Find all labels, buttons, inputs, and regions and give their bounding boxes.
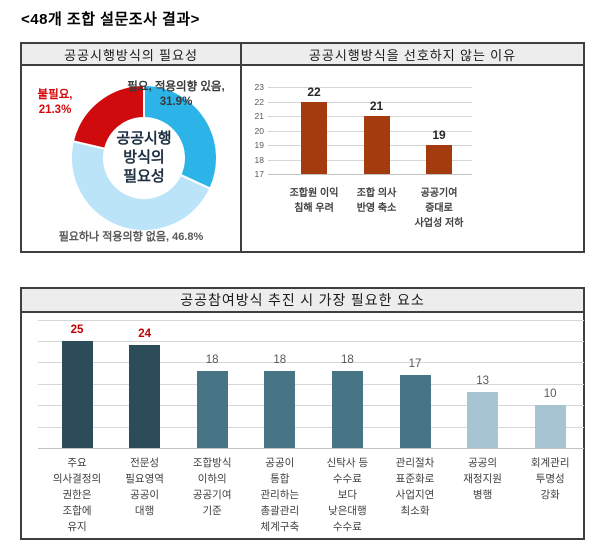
bar-value-label: 25 — [70, 324, 84, 336]
bar-value-label: 17 — [408, 358, 422, 371]
x-axis-category-label: 조합방식 이하의 공공기여 기준 — [192, 457, 232, 517]
pie-label-unneeded: 불필요, 21.3% — [37, 89, 73, 116]
bar-value-label: 13 — [476, 375, 489, 388]
y-axis-tick-label: 19 — [254, 140, 264, 150]
bar-7 — [534, 405, 566, 448]
bar-value-label: 18 — [340, 354, 354, 366]
page-title: <48개 조합 설문조사 결과> — [21, 11, 200, 28]
x-axis-category-label: 회계관리 투명성 강화 — [530, 457, 570, 501]
gridline — [38, 383, 584, 385]
x-axis-category-label: 공공기여 증대로 사업성 저하 — [414, 188, 464, 229]
elements-bar-chart: 25 주요 의사결정의 권한은 조합에 유지 24 전문성 필요영역 공공이 대행 18… — [22, 313, 584, 538]
gridline — [38, 341, 584, 342]
bar-3 — [264, 371, 296, 448]
bar-1 — [129, 345, 161, 448]
pie-slice-2 — [71, 83, 145, 150]
gridline — [38, 319, 584, 321]
gridline — [38, 362, 584, 364]
donut-chart-svg — [70, 83, 218, 233]
gridline — [38, 426, 584, 428]
gridline — [268, 87, 472, 88]
bar-2 — [426, 145, 452, 174]
bar-6 — [467, 392, 499, 448]
bar-2 — [196, 371, 228, 448]
panel-necessity-header: 공공시행방식의 필요성 — [22, 44, 240, 66]
x-axis-category-label: 공공이 통합 관리하는 총괄관리 체계구축 — [260, 457, 300, 533]
panel-necessity: 공공시행방식의 필요성 공공시행 방식의 필요성 필요, 적용의향 있음, 31… — [22, 44, 242, 251]
pie-slice-0 — [143, 83, 218, 190]
bar-5 — [399, 375, 431, 448]
donut-chart: 공공시행 방식의 필요성 필요, 적용의향 있음, 31.9% 불필요, 21.… — [22, 66, 240, 251]
bar-value-label: 19 — [432, 128, 446, 142]
donut-center-label: 공공시행 방식의 필요성 — [116, 130, 172, 185]
bar-0 — [61, 341, 93, 448]
x-axis-category-label: 주요 의사결정의 권한은 조합에 유지 — [52, 457, 102, 533]
gridline — [38, 405, 584, 407]
x-axis-category-label: 신탁사 등 수수료 보다 낮은대행 수수료 — [326, 457, 369, 533]
pie-label-need-no-intent: 필요하나 적용의향 없음, 46.8% — [58, 231, 204, 243]
bar-value-label: 24 — [138, 328, 151, 341]
x-axis-category-label: 관리절차 표준화로 사업지연 최소화 — [395, 457, 435, 517]
panel-reasons-header: 공공시행방식을 선호하지 않는 이유 — [242, 44, 583, 66]
bar-0 — [301, 101, 327, 174]
panel-elements: 공공참여방식 추진 시 가장 필요한 요소 25 주요 의사결정의 권한은 조합에… — [20, 287, 585, 540]
reasons-bar-chart: 17 18 19 20 21 22 23 22 조합원 이익 침해 우려 21 조합 의사 반영 축… — [242, 66, 583, 251]
y-axis-tick-label: 23 — [254, 82, 264, 92]
bar-1 — [363, 116, 390, 174]
bar-4 — [331, 371, 363, 448]
panel-elements-header: 공공참여방식 추진 시 가장 필요한 요소 — [22, 289, 583, 313]
pie-label-need: 필요, 적용의향 있음, 31.9% — [127, 81, 225, 108]
bar-value-label: 22 — [307, 84, 321, 99]
x-axis-category-label: 공공의 재정지원 병행 — [463, 457, 502, 501]
gridline — [268, 174, 472, 175]
gridline — [268, 101, 472, 103]
top-panel-row: 공공시행방식의 필요성 공공시행 방식의 필요성 필요, 적용의향 있음, 31… — [20, 42, 585, 253]
gridline — [38, 448, 584, 449]
bar-value-label: 18 — [205, 354, 219, 366]
panel-reasons: 공공시행방식을 선호하지 않는 이유 17 18 19 20 21 22 23 22 조합원 이… — [242, 44, 583, 251]
x-axis-category-label: 전문성 필요영역 공공이 대행 — [125, 457, 164, 517]
x-axis-category-label: 조합 의사 반영 축소 — [356, 188, 397, 214]
bar-value-label: 18 — [273, 354, 287, 366]
x-axis-category-label: 조합원 이익 침해 우려 — [289, 188, 339, 214]
y-axis-tick-label: 21 — [254, 111, 264, 121]
y-axis-tick-label: 17 — [254, 169, 264, 179]
bar-value-label: 21 — [369, 99, 384, 113]
y-axis-tick-label: 20 — [254, 125, 264, 136]
y-axis-tick-label: 18 — [254, 154, 264, 165]
bar-value-label: 10 — [543, 388, 557, 401]
y-axis-tick-label: 22 — [254, 96, 264, 107]
pie-slice-1 — [70, 139, 212, 233]
